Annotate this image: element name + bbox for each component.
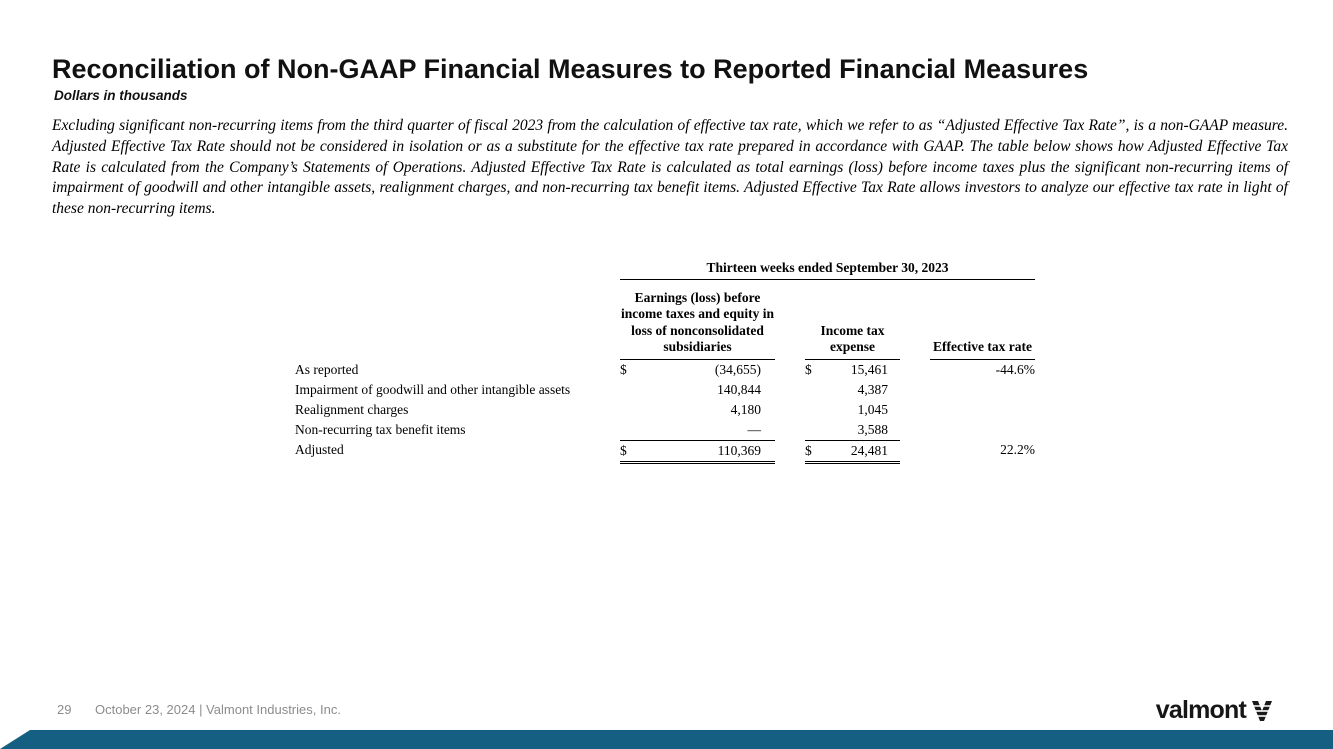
- page-title: Reconciliation of Non-GAAP Financial Mea…: [52, 54, 1089, 84]
- cell-effective-rate: -44.6%: [995, 361, 1035, 377]
- valmont-flag-icon: [1252, 700, 1272, 721]
- cell-value: 24,481: [850, 442, 888, 458]
- cell-effective-rate-adjusted: 22.2%: [1000, 441, 1035, 457]
- currency-symbol: $: [805, 442, 812, 458]
- column-header-earnings: Earnings (loss) before income taxes and …: [620, 290, 775, 360]
- cell-effective-rate: [930, 380, 1035, 400]
- cell-value: 110,369: [717, 442, 761, 458]
- row-label-as-reported: As reported: [295, 361, 359, 377]
- row-label-non-recurring: Non-recurring tax benefit items: [295, 421, 466, 437]
- cell-value: —: [747, 421, 762, 437]
- cell-income-tax: 3,588: [805, 420, 900, 440]
- cell-value: 3,588: [857, 421, 888, 437]
- cell-earnings-adjusted: $ 110,369: [620, 439, 775, 464]
- cell-earnings: 4,180: [620, 400, 775, 420]
- cell-income-tax: 1,045: [805, 400, 900, 420]
- cell-effective-rate: [930, 400, 1035, 420]
- row-label-adjusted: Adjusted: [295, 441, 344, 457]
- cell-earnings: —: [620, 420, 775, 440]
- period-header: Thirteen weeks ended September 30, 2023: [620, 260, 1035, 280]
- reconciliation-table: Thirteen weeks ended September 30, 2023 …: [295, 260, 1035, 464]
- cell-value: 1,045: [857, 401, 888, 417]
- body-paragraph: Excluding significant non-recurring item…: [52, 117, 1288, 218]
- cell-value: 15,461: [850, 361, 888, 377]
- row-label-impairment: Impairment of goodwill and other intangi…: [295, 381, 571, 397]
- footer-page-number: 29: [57, 702, 72, 717]
- cell-income-tax: 4,387: [805, 380, 900, 400]
- cell-earnings: 140,844: [620, 380, 775, 400]
- column-header-income-tax: Income tax expense: [805, 290, 900, 360]
- cell-value: 140,844: [717, 381, 761, 397]
- bottom-accent-bar: [0, 730, 1333, 749]
- row-label-realignment: Realignment charges: [295, 401, 409, 417]
- subtitle-dollars-in-thousands: Dollars in thousands: [54, 88, 188, 103]
- currency-symbol: $: [620, 361, 627, 377]
- cell-effective-rate: [930, 420, 1035, 440]
- currency-symbol: $: [805, 361, 812, 377]
- cell-earnings: $ (34,655): [620, 360, 775, 380]
- cell-value: 4,387: [857, 381, 888, 397]
- valmont-logo: valmont: [1156, 696, 1275, 725]
- column-header-effective-rate: Effective tax rate: [930, 290, 1035, 360]
- cell-income-tax: $ 15,461: [805, 360, 900, 380]
- currency-symbol: $: [620, 442, 627, 458]
- footer-date-company: October 23, 2024 | Valmont Industries, I…: [95, 702, 341, 717]
- valmont-logo-text: valmont: [1155, 696, 1247, 724]
- cell-income-tax-adjusted: $ 24,481: [805, 439, 900, 464]
- cell-value: (34,655): [714, 361, 761, 377]
- cell-value: 4,180: [730, 401, 761, 417]
